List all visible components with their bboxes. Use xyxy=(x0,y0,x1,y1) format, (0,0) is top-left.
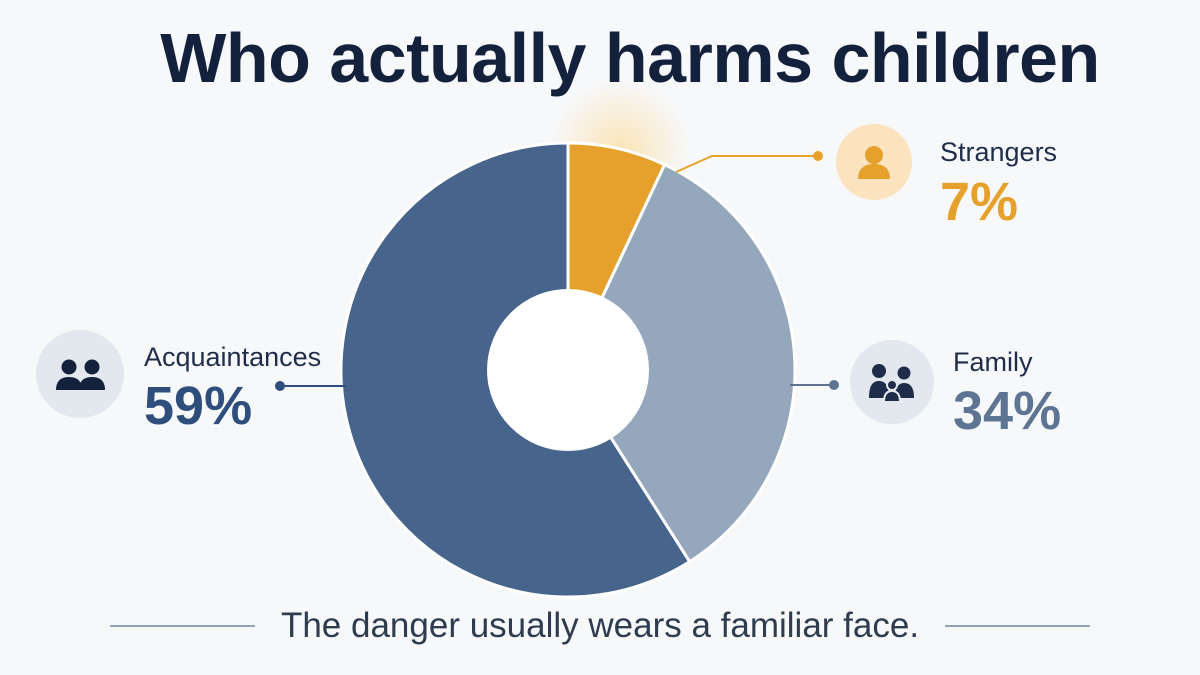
strangers-connector xyxy=(675,151,823,173)
two-people-icon xyxy=(56,359,105,390)
tagline: The danger usually wears a familiar face… xyxy=(280,606,920,645)
strangers-icon-badge xyxy=(836,124,912,200)
strangers-value: 7% xyxy=(940,172,1019,232)
acquaintances-icon-badge xyxy=(36,330,124,418)
tagline-rule-left xyxy=(110,625,255,627)
family-value: 34% xyxy=(953,381,1062,441)
family-icon-badge xyxy=(850,340,934,424)
family-label: Family xyxy=(953,347,1033,377)
tagline-row: The danger usually wears a familiar face… xyxy=(110,604,1090,648)
family-icon xyxy=(869,364,914,403)
donut-hole xyxy=(487,289,649,451)
acquaintances-value: 59% xyxy=(144,376,253,436)
acquaintances-connector xyxy=(275,381,346,391)
family-connector xyxy=(790,380,839,390)
acquaintances-label: Acquaintances xyxy=(144,342,322,372)
strangers-label: Strangers xyxy=(940,137,1058,167)
slice-family xyxy=(566,163,797,564)
tagline-rule-right xyxy=(945,625,1090,627)
person-icon xyxy=(858,146,890,179)
